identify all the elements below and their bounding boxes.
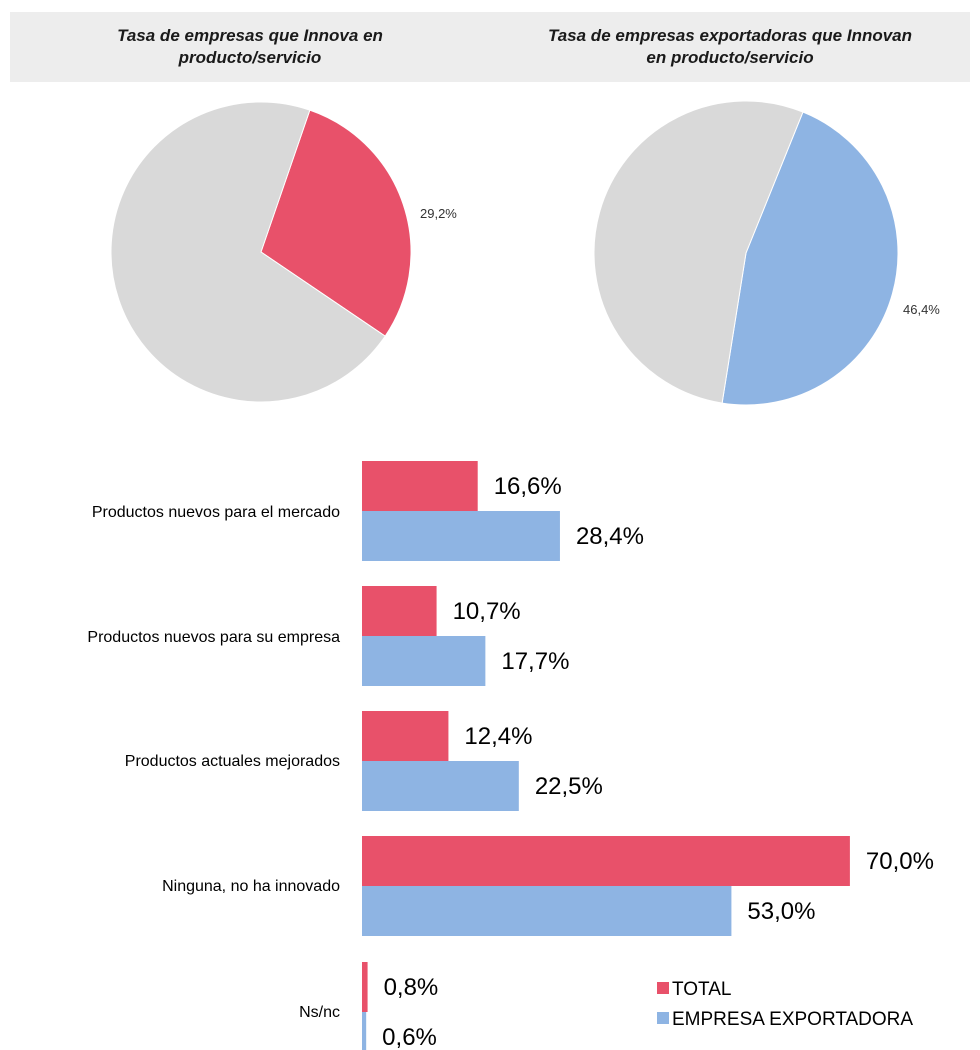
bar-total-1 (362, 586, 437, 636)
pie-chart-2-title: Tasa de empresas exportadoras que Innova… (547, 26, 913, 67)
bar-total-3 (362, 836, 850, 886)
bar-total-0 (362, 461, 478, 511)
bar-value-label-exportadora-2: 22,5% (535, 773, 603, 800)
bar-value-label-exportadora-3: 53,0% (747, 898, 815, 925)
bar-total-2 (362, 711, 449, 761)
pie-2-slice-0-label: 46,4% (903, 302, 940, 317)
pie-1-slice-0-label: 29,2% (420, 206, 457, 221)
pie-chart-innovation-rate: 29,2% (110, 101, 457, 403)
bar-value-label-exportadora-0: 28,4% (576, 523, 644, 550)
pie-1-slice-0 (260, 109, 412, 337)
bar-value-label-total-4: 0,8% (384, 974, 439, 1001)
bar-total-4 (362, 962, 368, 1012)
pie-2-slice-0 (721, 111, 899, 406)
pie-chart-exporter-innovation-rate: 46,4% (593, 100, 940, 406)
pie-1-slice-1 (110, 101, 386, 403)
bar-exportadora-1 (362, 636, 486, 686)
bar-value-label-total-2: 12,4% (464, 723, 532, 750)
bar-exportadora-3 (362, 886, 732, 936)
category-label-4: Ns/nc (299, 1004, 340, 1021)
bar-chart-innovation-type: Productos nuevos para el mercado 16,6% 28,… (87, 461, 934, 1050)
category-label-2: Productos actuales mejorados (125, 753, 340, 770)
bar-exportadora-0 (362, 511, 560, 561)
bar-chart-legend: TOTAL EMPRESA EXPORTADORA (657, 979, 913, 1030)
legend-label-1: EMPRESA EXPORTADORA (672, 1009, 913, 1030)
legend-swatch-0 (657, 982, 669, 994)
bar-value-label-total-3: 70,0% (866, 848, 934, 875)
pie-chart-1-title-band: Tasa de empresas que Innova en producto/… (10, 12, 490, 82)
bar-value-label-total-1: 10,7% (453, 598, 521, 625)
bar-exportadora-2 (362, 761, 519, 811)
pie-chart-2-title-band: Tasa de empresas exportadoras que Innova… (490, 12, 970, 82)
bar-value-label-exportadora-1: 17,7% (501, 648, 569, 675)
category-label-0: Productos nuevos para el mercado (92, 504, 340, 521)
bar-value-label-exportadora-4: 0,6% (382, 1024, 437, 1050)
category-label-3: Ninguna, no ha innovado (162, 878, 340, 895)
pie-2-slice-1 (593, 100, 804, 404)
pie-chart-1-title: Tasa de empresas que Innova en producto/… (117, 26, 383, 67)
category-label-1: Productos nuevos para su empresa (87, 629, 340, 646)
bar-exportadora-4 (362, 1012, 367, 1050)
legend-label-0: TOTAL (672, 979, 731, 1000)
bar-value-label-total-0: 16,6% (494, 473, 562, 500)
legend-swatch-1 (657, 1012, 669, 1024)
